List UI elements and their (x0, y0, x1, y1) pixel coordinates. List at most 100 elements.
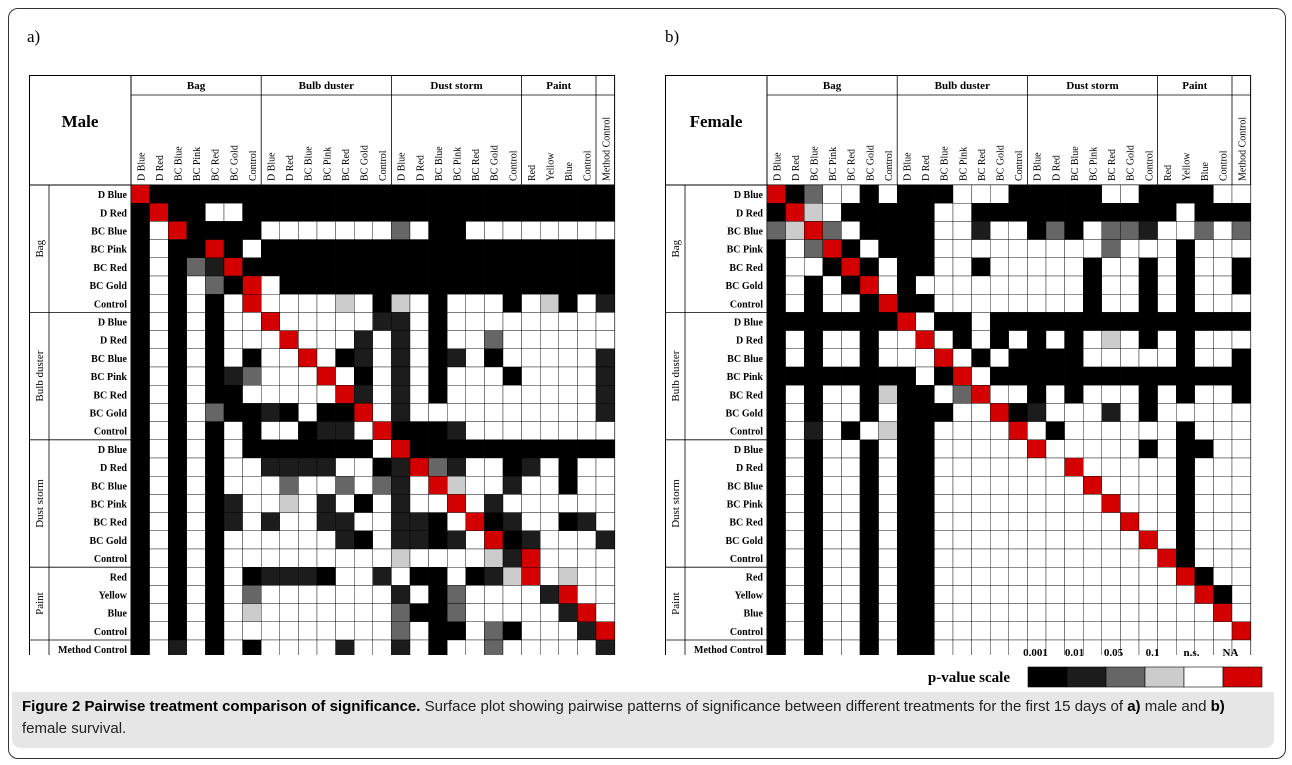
cell-23-18 (465, 603, 485, 622)
cell-3-2 (803, 239, 823, 259)
cell-0-12 (990, 184, 1010, 204)
cell-15-19 (484, 457, 504, 477)
cell-2-15 (1045, 221, 1065, 240)
cell-7-11 (971, 312, 991, 331)
cell-0-11 (971, 184, 991, 204)
cell-9-6 (878, 348, 898, 368)
cell-2-5 (223, 221, 243, 240)
cell-8-11 (335, 330, 355, 350)
cell-6-19 (1120, 293, 1140, 313)
cell-17-12 (354, 494, 374, 513)
cell-15-3 (822, 457, 842, 477)
row-label-bc-blue: BC Blue (91, 227, 127, 238)
cell-6-22 (540, 293, 560, 313)
cell-25-0 (766, 639, 786, 655)
cell-17-0 (130, 494, 150, 513)
cell-16-8 (915, 476, 935, 495)
cell-17-1 (785, 494, 805, 513)
cell-3-24 (1213, 239, 1233, 259)
cell-25-3 (186, 639, 206, 655)
cell-23-3 (822, 603, 842, 622)
cell-15-3 (186, 457, 206, 477)
col-label-d-blue: D Blue (267, 152, 278, 181)
cell-13-9 (298, 421, 318, 441)
cell-9-1 (149, 348, 169, 368)
cell-20-12 (354, 548, 374, 568)
cell-11-1 (785, 385, 805, 404)
cell-9-6 (242, 348, 262, 368)
cell-18-16 (428, 512, 448, 532)
cell-3-7 (896, 239, 916, 259)
cell-11-13 (372, 385, 392, 404)
row-label-bc-gold: BC Gold (725, 409, 763, 420)
cell-21-6 (242, 567, 262, 586)
cell-0-10 (316, 184, 336, 204)
cell-24-19 (1120, 621, 1140, 641)
cell-9-13 (1008, 348, 1028, 368)
cell-20-6 (878, 548, 898, 568)
cell-11-21 (1157, 385, 1177, 404)
cell-1-9 (934, 202, 954, 222)
cell-19-22 (540, 530, 560, 550)
cell-4-24 (577, 257, 597, 277)
cell-21-21 (521, 567, 541, 586)
cell-0-0 (130, 184, 150, 204)
cell-20-9 (934, 548, 954, 568)
col-label-d-red: D Red (791, 155, 802, 181)
cell-0-20 (1138, 184, 1158, 204)
cell-6-9 (298, 293, 318, 313)
cell-16-1 (149, 476, 169, 495)
cell-19-0 (766, 530, 786, 550)
row-label-control: Control (730, 554, 763, 565)
cell-23-17 (447, 603, 467, 622)
cell-10-2 (803, 366, 823, 386)
cell-8-1 (785, 330, 805, 350)
cell-2-0 (766, 221, 786, 240)
col-label-d-red: D Red (921, 155, 932, 181)
cell-7-17 (447, 312, 467, 331)
cell-7-4 (205, 312, 225, 331)
cell-5-22 (540, 275, 560, 295)
scale-label-0-05: 0.05 (1104, 647, 1124, 659)
col-label-d-red: D Red (415, 155, 426, 181)
cell-20-14 (391, 548, 411, 568)
cell-17-1 (149, 494, 169, 513)
cell-13-1 (149, 421, 169, 441)
cell-22-9 (934, 585, 954, 604)
cell-16-7 (260, 476, 280, 495)
cell-0-13 (1008, 184, 1028, 204)
cell-10-22 (540, 366, 560, 386)
cell-17-13 (372, 494, 392, 513)
cell-18-8 (279, 512, 299, 532)
scale-label-0-01: 0.01 (1065, 647, 1084, 659)
cell-24-10 (316, 621, 336, 641)
cell-10-8 (279, 366, 299, 386)
cell-14-15 (409, 439, 429, 459)
cell-0-8 (915, 184, 935, 204)
cell-22-19 (484, 585, 504, 604)
cell-16-2 (803, 476, 823, 495)
cell-18-23 (1194, 512, 1214, 532)
col-label-bc-blue: BC Blue (434, 146, 445, 181)
cell-5-25 (595, 275, 615, 295)
col-label-yellow: Yellow (546, 152, 557, 181)
cell-13-10 (952, 421, 972, 441)
col-label-bc-red: BC Red (977, 149, 988, 181)
cell-15-5 (223, 457, 243, 477)
cell-13-4 (841, 421, 861, 441)
cell-1-7 (260, 202, 280, 222)
cell-20-25 (595, 548, 615, 568)
cell-13-5 (859, 421, 879, 441)
cell-18-9 (934, 512, 954, 532)
cell-23-10 (952, 603, 972, 622)
caption-body: Surface plot showing pairwise patterns o… (420, 698, 1128, 715)
cell-2-7 (896, 221, 916, 240)
cell-1-24 (577, 202, 597, 222)
cell-14-18 (465, 439, 485, 459)
cell-5-21 (1157, 275, 1177, 295)
cell-5-16 (1064, 275, 1084, 295)
cell-14-15 (1045, 439, 1065, 459)
row-group-paint: Paint (670, 592, 682, 615)
col-label-control: Control (248, 150, 259, 181)
cell-9-11 (335, 348, 355, 368)
